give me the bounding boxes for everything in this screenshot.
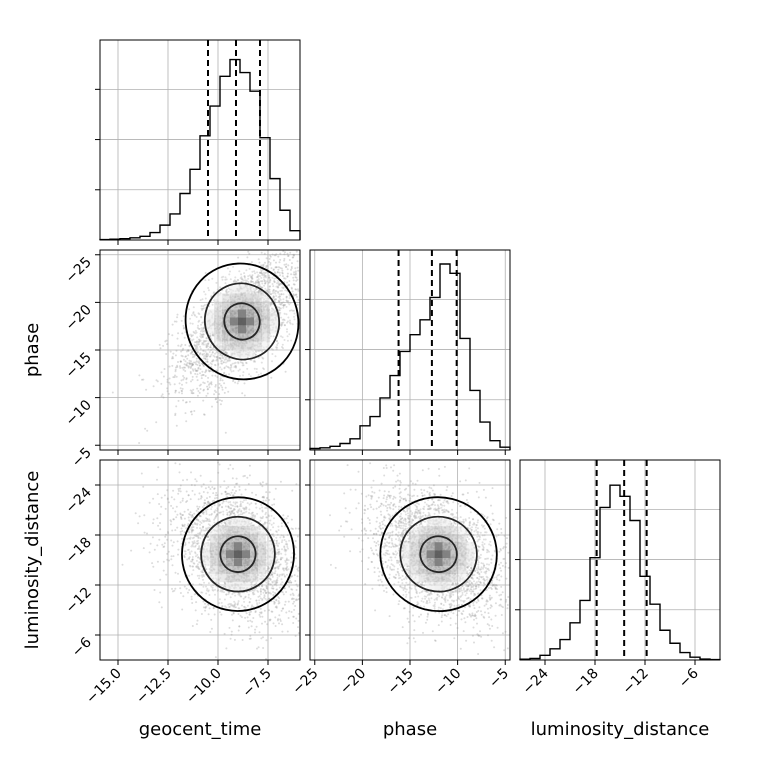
contour-2 [200,515,276,593]
contour-1 [419,535,458,573]
panel-frame-geocent_time-luminosity_distance [99,459,301,661]
x-tick-label-luminosity_distance: −24 [520,665,552,697]
contour-3 [379,496,498,613]
y-tick-label-phase: −25 [63,254,95,286]
y-tick-label-luminosity_distance: −6 [69,634,95,660]
y-tick-label-luminosity_distance: −12 [63,585,95,617]
x-axis-label-luminosity-distance: luminosity_distance [531,719,710,740]
x-tick-label-phase: −5 [486,666,512,692]
x-tick-label-luminosity_distance: −6 [676,665,702,691]
x-tick-label-geocent_time: −12.5 [133,666,175,708]
y-tick-label-luminosity_distance: −24 [63,484,95,516]
contour-2 [399,515,478,593]
x-tick-label-phase: −25 [289,666,321,698]
y-axis-label-phase: phase [22,323,43,377]
y-tick-label-luminosity_distance: −18 [63,535,95,567]
histogram-geocent_time [99,58,301,241]
x-tick-label-geocent_time: −15.0 [83,666,125,708]
contour-2 [204,282,280,361]
x-tick-label-phase: −10 [432,666,464,698]
y-tick-label-phase: −20 [63,302,95,334]
x-axis-label-geocent-time: geocent_time [139,719,262,740]
x-tick-label-luminosity_distance: −18 [570,666,602,698]
contour-3 [184,262,300,381]
x-tick-label-geocent_time: −10.0 [183,666,225,708]
histogram-luminosity_distance [519,484,721,661]
y-axis-label-luminosity-distance: luminosity_distance [22,471,43,650]
contour-3 [181,496,295,612]
contour-1 [223,302,261,341]
x-tick-label-phase: −15 [385,666,417,698]
contour-1 [219,535,257,573]
x-tick-label-phase: −20 [337,666,369,698]
y-tick-label-phase: −10 [63,397,95,429]
y-tick-label-phase: −15 [63,350,95,382]
histogram-phase [309,263,511,450]
x-tick-label-geocent_time: −7.5 [239,666,274,701]
y-tick-label-phase: −5 [69,445,95,471]
x-tick-label-luminosity_distance: −12 [620,666,652,698]
x-axis-label-phase: phase [383,719,437,740]
